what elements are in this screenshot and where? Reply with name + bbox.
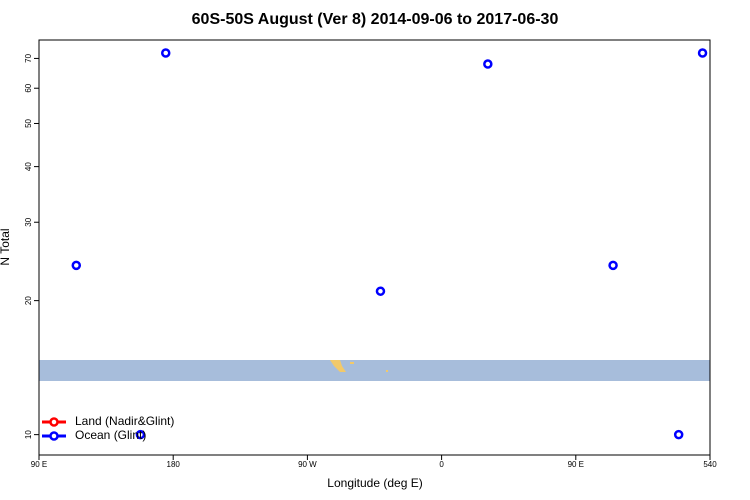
- legend-marker: [49, 431, 59, 441]
- legend-label: Ocean (Glint): [75, 428, 146, 442]
- y-tick-label: 30: [24, 217, 33, 226]
- point: [673, 429, 684, 440]
- x-tick-label: 0: [439, 460, 444, 469]
- plot-frame: [38, 39, 711, 456]
- x-tick-label: 90 E: [31, 460, 47, 469]
- chart-title: 60S-50S August (Ver 8) 2014-09-06 to 201…: [192, 11, 559, 28]
- x-tick-label: 180: [167, 460, 181, 469]
- map-strip: [39, 360, 710, 381]
- land-specks: [330, 360, 388, 372]
- point: [71, 260, 82, 271]
- x-tick-label: 540: [703, 460, 717, 469]
- y-tick-label: 40: [24, 162, 33, 171]
- y-tick-label: 70: [24, 53, 33, 62]
- point: [375, 286, 386, 296]
- y-tick-label: 20: [24, 296, 33, 305]
- x-tick-label: 90 E: [568, 460, 584, 469]
- x-tick-label: 90 W: [298, 460, 317, 469]
- point: [697, 48, 708, 58]
- point: [135, 429, 146, 440]
- y-tick-label: 50: [24, 118, 33, 127]
- point: [160, 48, 171, 58]
- legend-label: Land (Nadir&Glint): [75, 414, 174, 428]
- point: [483, 59, 493, 69]
- y-axis-label: N Total: [0, 228, 12, 265]
- y-tick-label: 60: [24, 83, 33, 92]
- y-tick-label: 10: [24, 430, 33, 439]
- point: [608, 260, 618, 271]
- legend-marker: [49, 417, 59, 427]
- x-axis-label: Longitude (deg E): [327, 476, 422, 490]
